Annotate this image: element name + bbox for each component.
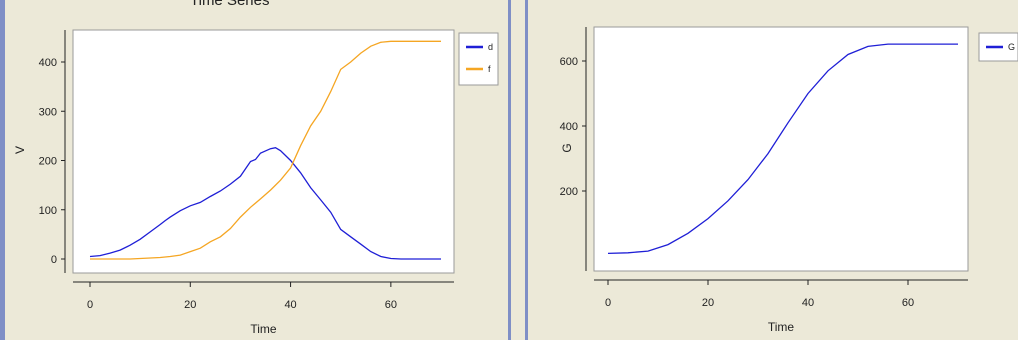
chart-1-x-tick-label: 40	[284, 299, 296, 311]
chart-1-x-tick-label: 20	[184, 299, 196, 311]
chart-2-x-axis-label: Time	[768, 320, 795, 334]
chart-1-x-axis-label: Time	[250, 322, 277, 336]
window-divider-left	[0, 0, 5, 340]
chart-1-y-tick-label: 300	[39, 106, 57, 118]
chart-2-legend-label-G: G	[1008, 42, 1015, 52]
chart-2-y-tick-label: 200	[560, 186, 578, 198]
window-title-partial: Time Series	[190, 0, 270, 9]
chart-1-plot-area	[72, 29, 455, 274]
chart-2-plot-area	[593, 26, 969, 272]
chart-2-y-tick-label: 400	[560, 121, 578, 133]
chart-1-y-tick-label: 100	[39, 205, 57, 217]
chart-1-series-f-line	[90, 40, 441, 260]
chart-2-x-tick-label: 0	[605, 297, 611, 309]
chart-1-legend-label-d: d	[488, 42, 493, 52]
chart-1-y-tick-label: 200	[39, 156, 57, 168]
chart-2-x-tick-label: 20	[702, 297, 714, 309]
chart-2-series-G-line	[607, 43, 958, 255]
chart-1-legend-box	[458, 32, 499, 86]
chart-2-y-axis-label: G	[560, 143, 574, 152]
chart-1-y-tick-label: 400	[39, 57, 57, 69]
chart-1-x-tick-label: 0	[87, 299, 93, 311]
chart-1-y-tick-label: 0	[51, 254, 57, 266]
chart-2-x-tick-label: 40	[802, 297, 814, 309]
chart-1-y-axis-label: V	[13, 146, 27, 154]
chart-1-series-d-line	[89, 147, 441, 260]
chart-1-x-tick-label: 60	[385, 299, 397, 311]
window-divider-middle-a	[508, 0, 511, 340]
chart-1-legend-label-f: f	[488, 64, 491, 74]
chart-2-y-tick-label: 600	[560, 56, 578, 68]
chart-2-x-tick-label: 60	[902, 297, 914, 309]
window-divider-middle-b	[525, 0, 528, 340]
